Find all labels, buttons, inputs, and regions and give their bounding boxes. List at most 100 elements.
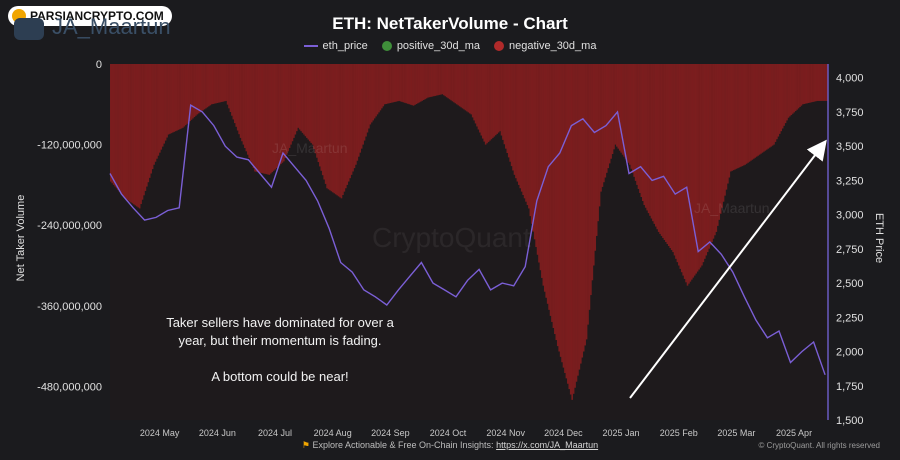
ma-bar [249,64,252,162]
ma-bar [258,64,261,173]
ma-bar [262,64,265,174]
ma-bar [112,64,115,185]
ma-bar [695,64,697,274]
x-tick-label: 2025 Jan [603,428,640,438]
right-tick-label: 3,250 [836,175,864,187]
ma-bar [173,64,176,132]
ma-bar [607,64,610,169]
ma-bar [352,64,354,172]
ma-bar [382,64,385,107]
ma-bar [506,64,509,153]
ma-bar [512,64,514,171]
ma-bar [187,64,190,123]
ma-bar [287,64,289,152]
ma-bar [117,64,119,190]
ma-bar [822,64,824,101]
ma-bar [389,64,392,103]
ma-bar [342,64,344,195]
ma-bar [629,64,631,165]
ma-bar [174,64,177,132]
ma-bar [761,64,764,153]
ma-bar [802,64,804,105]
ma-bar [209,64,212,106]
ma-bar [431,64,434,97]
ma-bar [430,64,432,97]
ma-bar [427,64,429,98]
ma-bar [686,64,689,286]
ma-bar [111,64,114,184]
ma-bar [245,64,248,152]
ma-bar [463,64,465,110]
red-dot-icon [493,41,504,51]
ma-bar [647,64,650,214]
ma-bar [346,64,349,185]
ma-bar [594,64,597,251]
ma-bar [229,64,232,113]
ma-bar [443,64,445,96]
ma-bar [321,64,324,176]
left-tick-label: -360,000,000 [37,301,102,313]
ma-bar [233,64,236,124]
ma-bar [307,64,310,140]
ma-bar [653,64,656,224]
ma-bar [577,64,579,376]
ma-bar [633,64,635,177]
ma-bar [617,64,620,149]
ma-bar [815,64,817,102]
ma-bar [682,64,684,276]
ma-bar [383,64,386,105]
ma-bar [257,64,259,173]
ma-bar [667,64,670,247]
ma-bar [773,64,775,145]
ma-bar [161,64,164,147]
ma-bar [275,64,278,169]
negative-ma-bars [110,64,829,400]
ma-bar [672,64,674,253]
ma-bar [820,64,823,101]
ma-bar [630,64,633,169]
ma-bar [451,64,454,102]
right-tick-label: 1,750 [836,381,864,393]
ma-bar [502,64,504,140]
legend-positive-ma[interactable]: positive_30d_ma [381,40,480,52]
ma-bar [734,64,736,170]
ma-bar [627,64,630,163]
ma-bar [210,64,213,105]
ma-bar [221,64,223,102]
ma-bar [121,64,124,195]
ma-bar [679,64,682,269]
ma-bar [745,64,748,164]
x-tick-label: 2025 Feb [660,428,698,438]
ma-bar [238,64,240,135]
right-tick-label: 1,500 [836,415,864,427]
ma-bar [206,64,209,108]
ma-bar [259,64,262,173]
ma-bar [526,64,529,206]
ma-bar [634,64,637,181]
ma-bar [505,64,507,149]
ma-bar [770,64,772,147]
ma-bar [274,64,276,170]
ma-bar [435,64,438,96]
ma-bar [747,64,749,163]
ma-bar [317,64,320,163]
ma-bar [469,64,471,114]
ma-bar [725,64,728,190]
ma-bar [701,64,703,266]
twitter-icon [14,18,44,40]
ma-bar [536,64,539,255]
legend-negative-ma[interactable]: negative_30d_ma [493,40,596,52]
ma-bar [724,64,726,196]
ma-bar [753,64,755,159]
ma-bar [696,64,699,272]
ma-bar [304,64,307,137]
ma-bar [748,64,751,162]
footer-link[interactable]: https://x.com/JA_Maartun [496,440,599,450]
site-badge[interactable]: PARSIANCRYPTO.COM [8,6,172,26]
legend-eth-price[interactable]: eth_price [303,40,368,52]
ma-bar [794,64,797,112]
ma-bar [362,64,364,145]
ma-bar [757,64,759,156]
ma-bar [616,64,618,147]
ma-bar [669,64,672,249]
